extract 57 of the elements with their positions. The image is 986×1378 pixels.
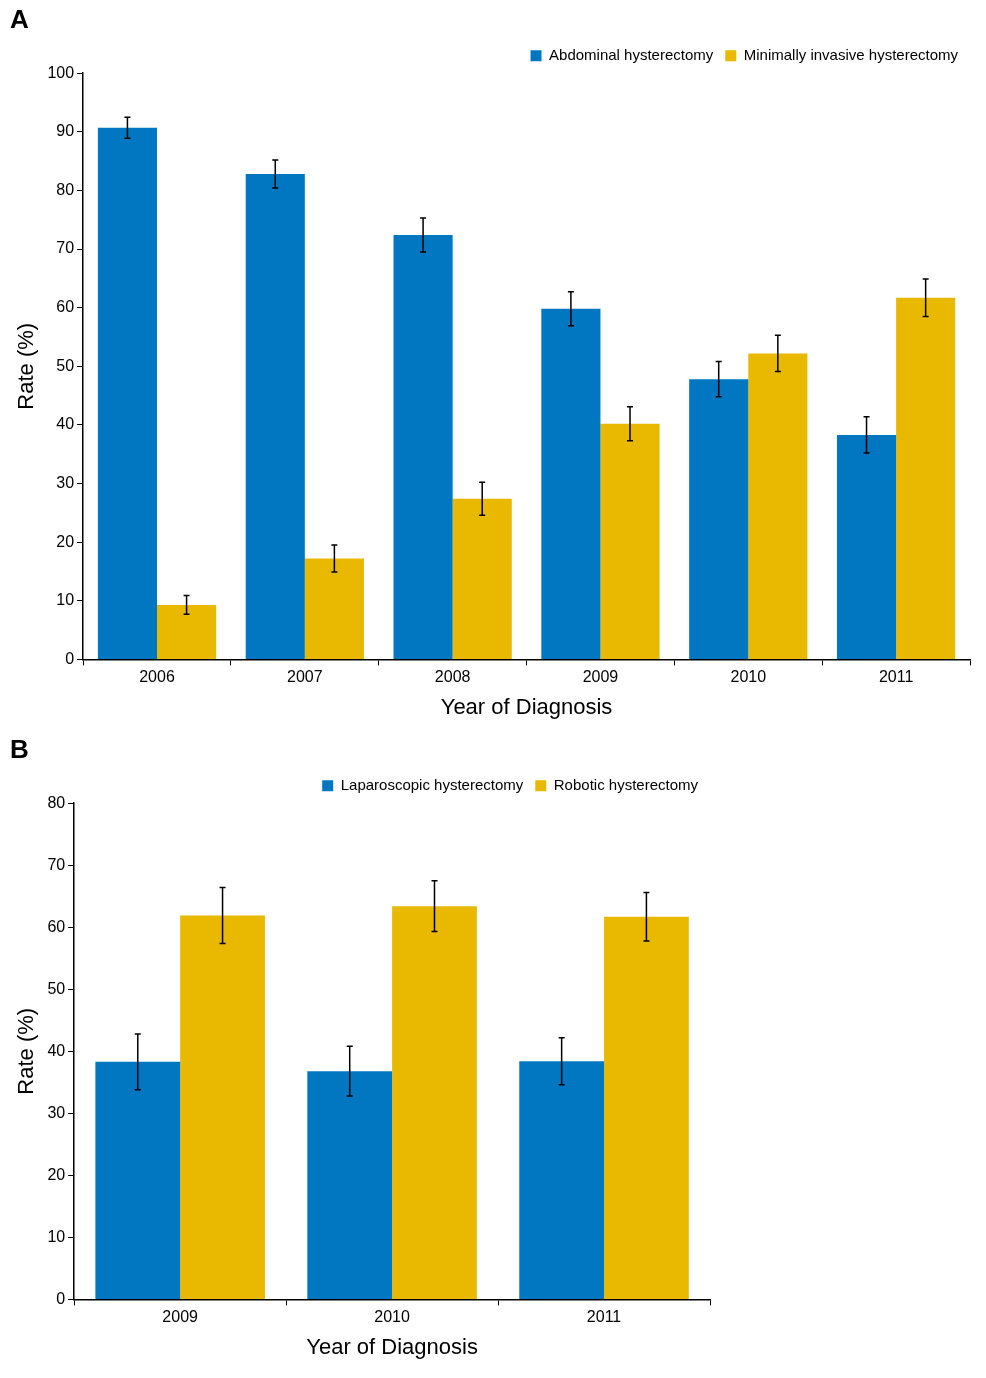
bar (95, 1061, 181, 1299)
y-tick-label: 80 (56, 180, 75, 198)
bar (748, 353, 808, 659)
x-tick-label: 2009 (162, 1308, 199, 1326)
bar (97, 127, 157, 659)
y-tick-label: 20 (47, 1165, 66, 1183)
y-tick-label: 60 (47, 917, 66, 935)
bar (393, 234, 453, 659)
bar (392, 906, 477, 1299)
bar (180, 915, 265, 1299)
bar (157, 604, 217, 659)
y-axis-title: Rate (%) (13, 322, 39, 410)
bar (600, 423, 660, 659)
legend-label: Abdominal hysterectomy (549, 45, 714, 63)
x-axis-title: Year of Diagnosis (440, 693, 613, 719)
y-tick-label: 30 (56, 473, 75, 491)
y-tick-label: 70 (47, 855, 66, 873)
bar (896, 297, 956, 659)
y-tick-label: 40 (56, 415, 75, 433)
y-tick-label: 20 (56, 532, 75, 550)
y-tick-label: 80 (47, 793, 66, 811)
bar (245, 174, 305, 659)
x-tick-label: 2010 (730, 668, 767, 686)
y-tick-label: 30 (47, 1103, 66, 1121)
legend-label: Laparoscopic hysterectomy (340, 775, 524, 793)
y-tick-label: 70 (56, 239, 75, 257)
y-tick-label: 100 (47, 63, 75, 81)
y-tick-label: 60 (56, 298, 75, 316)
legend-label: Robotic hysterectomy (553, 775, 699, 793)
bar (836, 434, 897, 659)
chart-title: B (10, 733, 29, 764)
y-tick-label: 10 (56, 591, 75, 609)
bar (541, 308, 601, 659)
bar (304, 558, 364, 659)
y-tick-label: 50 (47, 979, 66, 997)
bar (452, 498, 512, 659)
x-tick-label: 2011 (586, 1308, 622, 1326)
bar (519, 1061, 605, 1299)
bar (604, 916, 689, 1299)
y-axis-title: Rate (%) (13, 1007, 39, 1095)
legend-label: Minimally invasive hysterectomy (743, 45, 959, 63)
bar (307, 1071, 393, 1299)
x-tick-label: 2009 (582, 668, 619, 686)
y-tick-label: 0 (65, 649, 75, 667)
chart-title: A (10, 3, 29, 34)
y-tick-label: 50 (56, 356, 75, 374)
x-tick-label: 2008 (434, 668, 471, 686)
x-tick-label: 2011 (878, 668, 914, 686)
y-tick-label: 40 (47, 1041, 66, 1059)
x-tick-label: 2010 (374, 1308, 410, 1326)
bar (689, 379, 749, 659)
y-tick-label: 90 (56, 122, 75, 140)
x-axis-title: Year of Diagnosis (306, 1333, 478, 1359)
y-tick-label: 10 (47, 1227, 66, 1245)
y-tick-label: 0 (56, 1289, 66, 1307)
x-tick-label: 2007 (287, 668, 323, 686)
x-tick-label: 2006 (139, 668, 175, 686)
